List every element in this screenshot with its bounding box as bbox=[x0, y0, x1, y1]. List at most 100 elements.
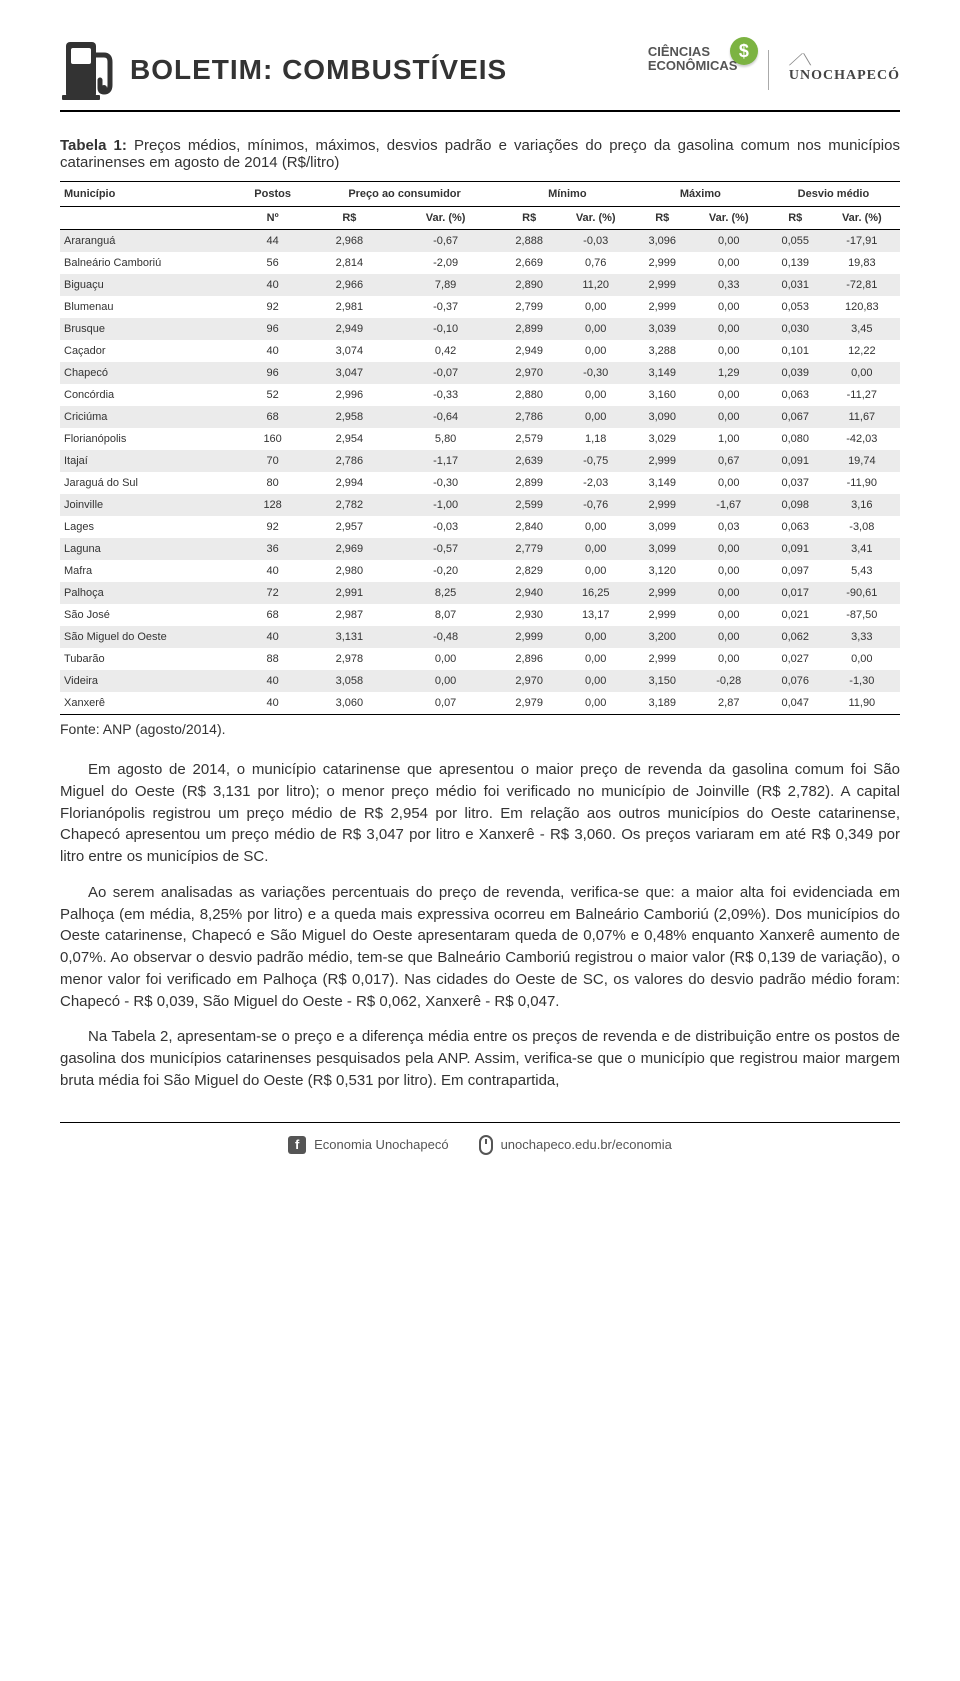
table-cell: 2,970 bbox=[501, 362, 558, 384]
table-cell: 2,599 bbox=[501, 494, 558, 516]
table-row: Brusque962,949-0,102,8990,003,0390,000,0… bbox=[60, 318, 900, 340]
sub-6: R$ bbox=[634, 207, 691, 230]
sub-0 bbox=[60, 207, 237, 230]
table-cell: 0,00 bbox=[558, 516, 634, 538]
table-cell: 0,00 bbox=[691, 252, 767, 274]
table-cell: Caçador bbox=[60, 340, 237, 362]
table-cell: 0,67 bbox=[691, 450, 767, 472]
table-cell: 2,968 bbox=[308, 230, 390, 253]
table-row: Florianópolis1602,9545,802,5791,183,0291… bbox=[60, 428, 900, 450]
table-cell: 1,00 bbox=[691, 428, 767, 450]
table-cell: Florianópolis bbox=[60, 428, 237, 450]
table-row: Xanxerê403,0600,072,9790,003,1892,870,04… bbox=[60, 692, 900, 715]
table-cell: 40 bbox=[237, 626, 308, 648]
table-cell: 0,00 bbox=[691, 604, 767, 626]
table-cell: -0,03 bbox=[390, 516, 500, 538]
sub-9: Var. (%) bbox=[824, 207, 900, 230]
table-cell: 0,030 bbox=[767, 318, 824, 340]
table-cell: 3,288 bbox=[634, 340, 691, 362]
table-cell: -0,64 bbox=[390, 406, 500, 428]
table-cell: 11,67 bbox=[824, 406, 900, 428]
table-cell: 0,017 bbox=[767, 582, 824, 604]
table-cell: 0,00 bbox=[691, 582, 767, 604]
table-cell: -0,67 bbox=[390, 230, 500, 253]
table-cell: 2,981 bbox=[308, 296, 390, 318]
table-cell: 3,41 bbox=[824, 538, 900, 560]
table-cell: 0,055 bbox=[767, 230, 824, 253]
table-cell: 0,00 bbox=[558, 670, 634, 692]
table-cell: Chapecó bbox=[60, 362, 237, 384]
table-cell: 3,189 bbox=[634, 692, 691, 715]
table-row: Laguna362,969-0,572,7790,003,0990,000,09… bbox=[60, 538, 900, 560]
table-cell: 68 bbox=[237, 604, 308, 626]
header-divider bbox=[768, 50, 769, 90]
table-cell: 2,999 bbox=[634, 648, 691, 670]
sub-1: Nº bbox=[237, 207, 308, 230]
table-row: Chapecó963,047-0,072,970-0,303,1491,290,… bbox=[60, 362, 900, 384]
table-cell: -1,67 bbox=[691, 494, 767, 516]
table-cell: 0,00 bbox=[558, 318, 634, 340]
table-cell: 160 bbox=[237, 428, 308, 450]
table-cell: 2,890 bbox=[501, 274, 558, 296]
table-cell: 19,74 bbox=[824, 450, 900, 472]
table-cell: 2,957 bbox=[308, 516, 390, 538]
sub-8: R$ bbox=[767, 207, 824, 230]
table-cell: 11,90 bbox=[824, 692, 900, 715]
table-cell: 2,999 bbox=[634, 450, 691, 472]
table-cell: -3,08 bbox=[824, 516, 900, 538]
table-cell: 3,160 bbox=[634, 384, 691, 406]
table-cell: 2,779 bbox=[501, 538, 558, 560]
th-desvio: Desvio médio bbox=[767, 182, 900, 207]
table-cell: 2,999 bbox=[634, 252, 691, 274]
table-cell: 3,149 bbox=[634, 472, 691, 494]
table-cell: 40 bbox=[237, 670, 308, 692]
table-cell: 0,00 bbox=[691, 560, 767, 582]
table-cell: 2,799 bbox=[501, 296, 558, 318]
table-cell: -72,81 bbox=[824, 274, 900, 296]
table-cell: -0,03 bbox=[558, 230, 634, 253]
header-right: $ CIÊNCIAS ECONÔMICAS ⟋⟍ UNOCHAPECÓ bbox=[648, 45, 900, 95]
footer-site-label: unochapeco.edu.br/economia bbox=[501, 1137, 672, 1152]
table-cell: 2,896 bbox=[501, 648, 558, 670]
table-cell: 2,639 bbox=[501, 450, 558, 472]
table-row: Mafra402,980-0,202,8290,003,1200,000,097… bbox=[60, 560, 900, 582]
table-cell: Mafra bbox=[60, 560, 237, 582]
table-cell: 0,067 bbox=[767, 406, 824, 428]
table-cell: 40 bbox=[237, 560, 308, 582]
table-cell: 2,969 bbox=[308, 538, 390, 560]
table-cell: 0,091 bbox=[767, 450, 824, 472]
table-cell: Biguaçu bbox=[60, 274, 237, 296]
table-cell: Araranguá bbox=[60, 230, 237, 253]
sub-3: Var. (%) bbox=[390, 207, 500, 230]
table-cell: 3,096 bbox=[634, 230, 691, 253]
table-cell: 120,83 bbox=[824, 296, 900, 318]
table-group-header-row: Município Postos Preço ao consumidor Mín… bbox=[60, 182, 900, 207]
table-row: Criciúma682,958-0,642,7860,003,0900,000,… bbox=[60, 406, 900, 428]
table-cell: 40 bbox=[237, 274, 308, 296]
table-cell: 3,45 bbox=[824, 318, 900, 340]
table-cell: -0,33 bbox=[390, 384, 500, 406]
table-row: Joinville1282,782-1,002,599-0,762,999-1,… bbox=[60, 494, 900, 516]
table-cell: -0,28 bbox=[691, 670, 767, 692]
table-cell: 0,091 bbox=[767, 538, 824, 560]
table-cell: 0,33 bbox=[691, 274, 767, 296]
table-row: Araranguá442,968-0,672,888-0,033,0960,00… bbox=[60, 230, 900, 253]
table-cell: 0,00 bbox=[390, 648, 500, 670]
table-row: Caçador403,0740,422,9490,003,2880,000,10… bbox=[60, 340, 900, 362]
table-cell: 0,053 bbox=[767, 296, 824, 318]
table-cell: 2,940 bbox=[501, 582, 558, 604]
table-cell: 0,027 bbox=[767, 648, 824, 670]
table-cell: 3,047 bbox=[308, 362, 390, 384]
table-cell: 128 bbox=[237, 494, 308, 516]
table-cell: 0,00 bbox=[558, 296, 634, 318]
table-cell: 13,17 bbox=[558, 604, 634, 626]
table-cell: 0,063 bbox=[767, 384, 824, 406]
table-cell: 0,139 bbox=[767, 252, 824, 274]
table-cell: 2,899 bbox=[501, 472, 558, 494]
th-municipio: Município bbox=[60, 182, 237, 207]
table-cell: -17,91 bbox=[824, 230, 900, 253]
table-cell: 2,987 bbox=[308, 604, 390, 626]
th-preco: Preço ao consumidor bbox=[308, 182, 500, 207]
table-cell: 0,063 bbox=[767, 516, 824, 538]
table-cell: 2,930 bbox=[501, 604, 558, 626]
